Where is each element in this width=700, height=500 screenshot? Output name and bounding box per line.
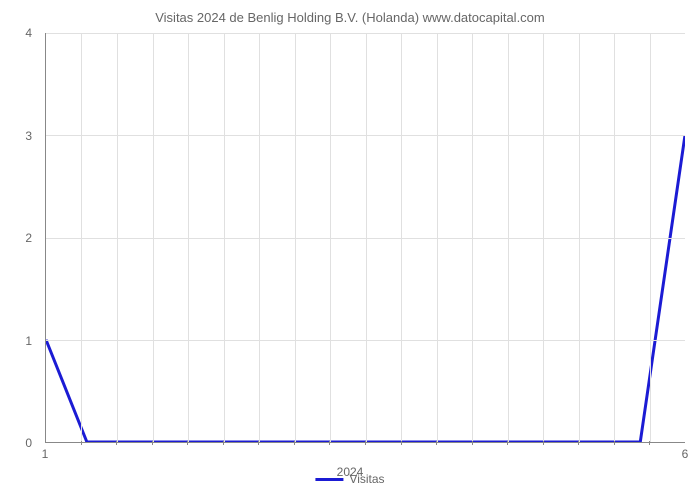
grid-line-vertical	[153, 33, 154, 442]
grid-line-vertical	[614, 33, 615, 442]
legend-swatch	[315, 478, 343, 481]
x-minor-tick	[223, 441, 224, 445]
legend: Visitas	[315, 472, 384, 486]
x-minor-tick	[578, 441, 579, 445]
x-minor-tick	[81, 441, 82, 445]
x-minor-tick	[294, 441, 295, 445]
grid-line-vertical	[117, 33, 118, 442]
x-tick-label-start: 1	[42, 447, 49, 461]
grid-line-vertical	[224, 33, 225, 442]
x-minor-tick	[116, 441, 117, 445]
grid-line-vertical	[366, 33, 367, 442]
y-tick-label: 4	[25, 26, 32, 40]
x-minor-tick	[365, 441, 366, 445]
x-minor-tick	[258, 441, 259, 445]
x-minor-tick	[187, 441, 188, 445]
grid-line-vertical	[295, 33, 296, 442]
x-axis: 16	[45, 445, 685, 465]
x-minor-tick	[152, 441, 153, 445]
grid-line-vertical	[472, 33, 473, 442]
grid-line-vertical	[188, 33, 189, 442]
y-tick-label: 1	[25, 334, 32, 348]
x-tick-label-end: 6	[682, 447, 689, 461]
plot-wrapper: 01234 16 2024	[10, 33, 690, 443]
grid-line-vertical	[508, 33, 509, 442]
x-minor-tick	[614, 441, 615, 445]
x-minor-tick	[543, 441, 544, 445]
legend-label: Visitas	[349, 472, 384, 486]
grid-line-vertical	[330, 33, 331, 442]
chart-title: Visitas 2024 de Benlig Holding B.V. (Hol…	[10, 10, 690, 25]
grid-line-vertical	[401, 33, 402, 442]
y-axis: 01234	[10, 33, 40, 443]
x-minor-tick	[649, 441, 650, 445]
plot-area	[45, 33, 685, 443]
grid-line-vertical	[81, 33, 82, 442]
x-minor-tick	[401, 441, 402, 445]
y-tick-label: 2	[25, 231, 32, 245]
x-minor-tick	[329, 441, 330, 445]
grid-line-vertical	[437, 33, 438, 442]
y-tick-label: 3	[25, 129, 32, 143]
grid-line-vertical	[543, 33, 544, 442]
x-minor-tick	[436, 441, 437, 445]
grid-line-vertical	[259, 33, 260, 442]
x-minor-tick	[472, 441, 473, 445]
chart-container: Visitas 2024 de Benlig Holding B.V. (Hol…	[10, 10, 690, 490]
x-minor-tick	[507, 441, 508, 445]
y-tick-label: 0	[25, 436, 32, 450]
grid-line-vertical	[579, 33, 580, 442]
grid-line-vertical	[650, 33, 651, 442]
